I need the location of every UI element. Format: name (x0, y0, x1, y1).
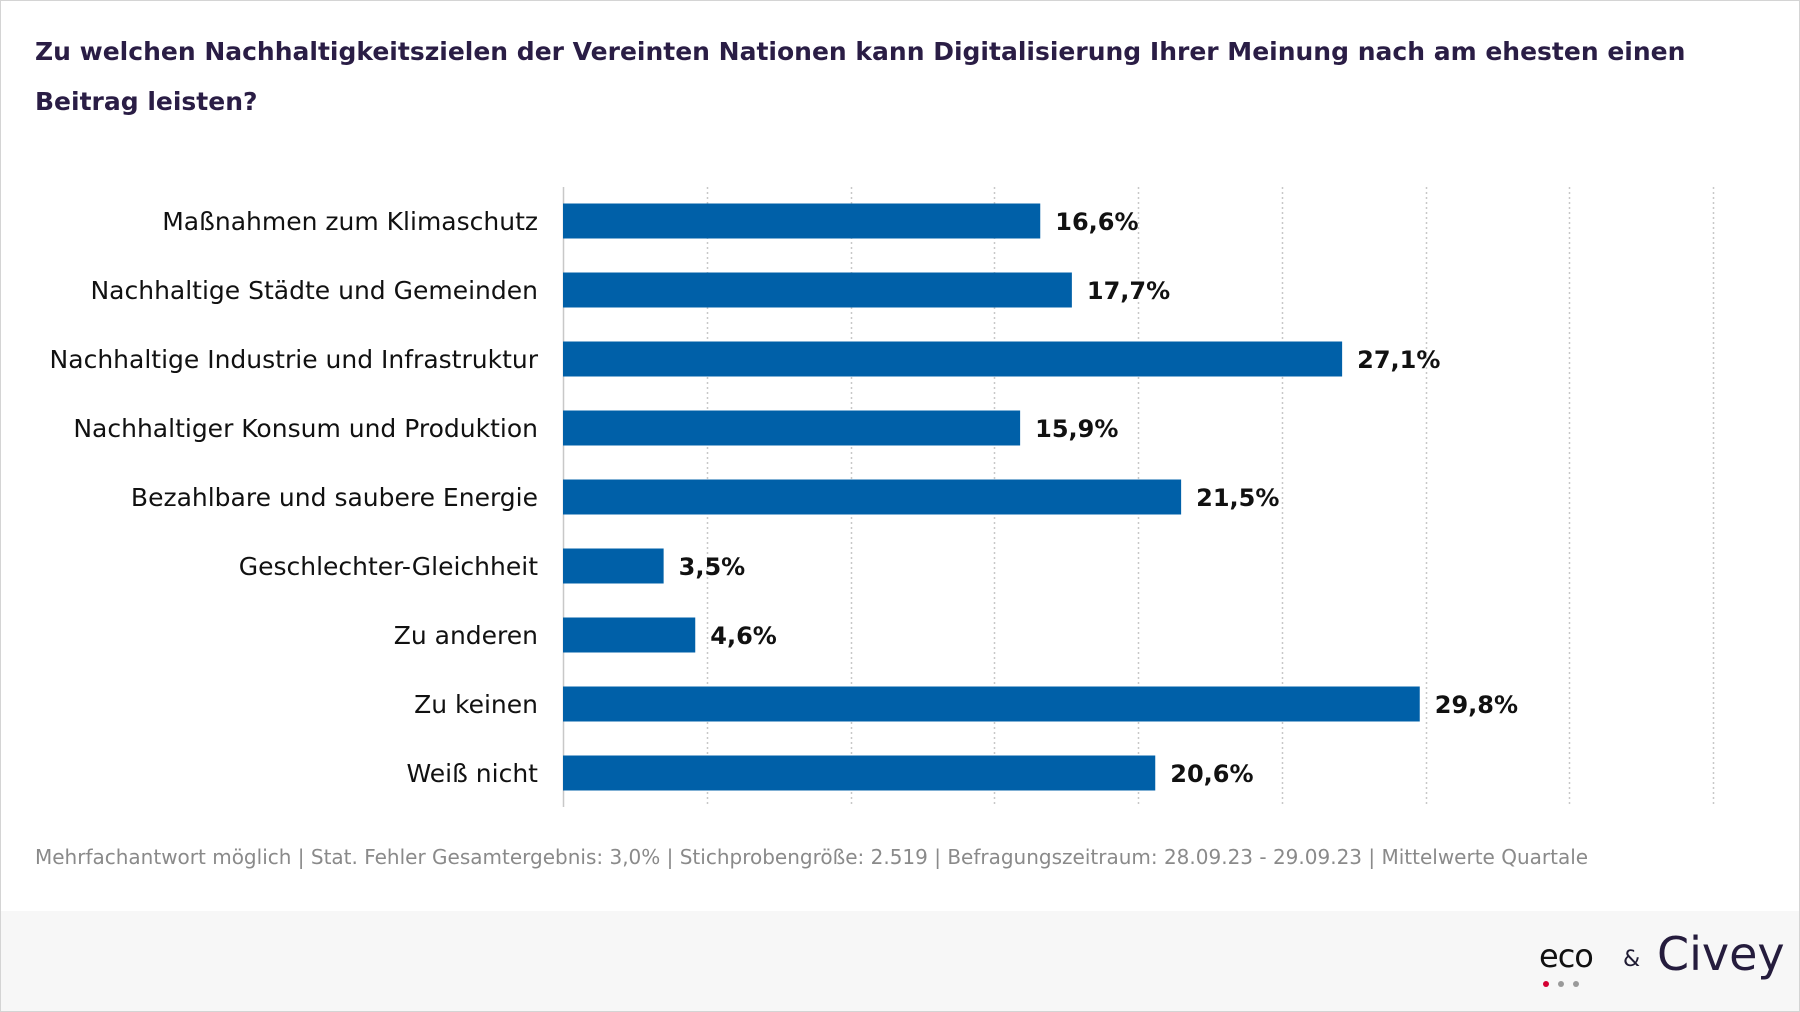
bar-value-label: 4,6% (710, 622, 777, 650)
category-label: Nachhaltige Städte und Gemeinden (90, 275, 538, 305)
footer: eco & Civey (1, 911, 1799, 1011)
bar-value-label: 27,1% (1357, 346, 1440, 374)
bar-chart: 16,6% 17,7% 27,1% 15,9% 21,5% 3,5% 4,6% 29,8% 20… (562, 187, 1715, 807)
eco-logo-dots (1543, 974, 1588, 992)
category-label: Nachhaltiger Konsum und Produktion (73, 413, 538, 443)
category-label: Zu anderen (393, 620, 538, 650)
bar-value-label: 17,7% (1087, 277, 1170, 305)
category-label: Weiß nicht (406, 758, 538, 788)
bar (563, 341, 1343, 377)
chart-title: Zu welchen Nachhaltigkeitszielen der Ver… (35, 37, 1686, 116)
bar-value-label: 20,6% (1170, 760, 1253, 788)
footnote: Mehrfachantwort möglich | Stat. Fehler G… (35, 845, 1589, 869)
bar (563, 617, 696, 653)
eco-logo-text: eco (1539, 937, 1594, 975)
bar (563, 203, 1041, 239)
eco-dot-grey (1558, 981, 1564, 987)
bar-value-label: 16,6% (1055, 208, 1138, 236)
eco-dot-red (1543, 981, 1549, 987)
civey-logo: Civey (1657, 927, 1785, 981)
category-label: Maßnahmen zum Klimaschutz (162, 206, 538, 236)
bar-value-label: 29,8% (1435, 691, 1518, 719)
bar (563, 686, 1420, 722)
bar-value-label: 21,5% (1196, 484, 1279, 512)
ampersand: & (1623, 947, 1641, 972)
bar (563, 410, 1021, 446)
bar (563, 479, 1182, 515)
bar-value-label: 3,5% (679, 553, 746, 581)
eco-dot-grey (1573, 981, 1579, 987)
eco-logo: eco (1531, 935, 1605, 987)
bar (563, 272, 1072, 308)
category-label: Bezahlbare und saubere Energie (130, 482, 538, 512)
bar-value-label: 15,9% (1035, 415, 1118, 443)
bar (563, 755, 1156, 791)
bar (563, 548, 664, 584)
category-label: Zu keinen (414, 689, 538, 719)
category-label: Nachhaltige Industrie und Infrastruktur (49, 344, 538, 374)
category-label: Geschlechter-Gleichheit (238, 551, 538, 581)
